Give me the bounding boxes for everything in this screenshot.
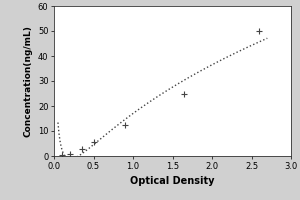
Point — [68, 152, 72, 155]
Point — [91, 141, 96, 144]
Point — [79, 147, 84, 150]
Point — [59, 153, 64, 156]
Point — [182, 92, 187, 95]
Y-axis label: Concentration(ng/mL): Concentration(ng/mL) — [23, 25, 32, 137]
Point — [257, 29, 262, 33]
X-axis label: Optical Density: Optical Density — [130, 176, 215, 186]
Point — [123, 123, 128, 126]
